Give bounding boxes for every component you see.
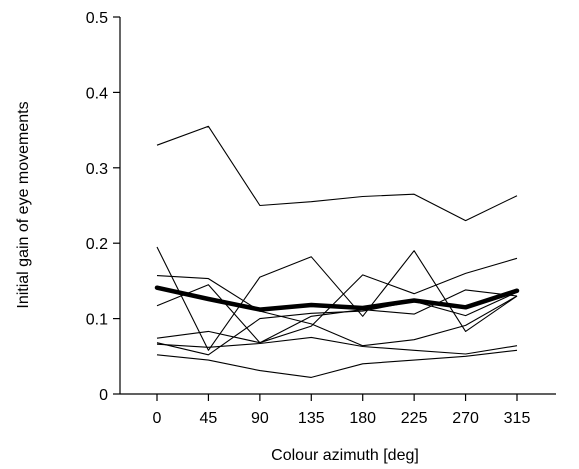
x-tick-label: 180	[349, 410, 376, 427]
y-tick-label: 0.4	[86, 85, 108, 102]
y-tick-label: 0.3	[86, 161, 108, 178]
x-tick-label: 225	[401, 410, 428, 427]
series-layer	[154, 125, 520, 378]
series-line-mean	[154, 285, 520, 312]
x-tick-label: 135	[298, 410, 325, 427]
y-tick-label: 0.2	[86, 236, 108, 253]
y-ticks: 0 0.1 0.2 0.3 0.4 0.5	[86, 10, 120, 404]
x-tick-label: 270	[452, 410, 479, 427]
x-tick-label: 45	[200, 410, 218, 427]
series-line-2	[156, 275, 518, 347]
y-axis-label: Initial gain of eye movements	[15, 101, 32, 308]
x-tick-label: 90	[251, 410, 269, 427]
series-line-7	[156, 336, 518, 355]
axes	[119, 17, 556, 395]
y-tick-label: 0.5	[86, 10, 108, 27]
x-ticks: 0 45 90 135 180 225 270 315	[153, 394, 531, 427]
y-tick-label: 0	[99, 387, 108, 404]
series-line-6	[156, 291, 518, 356]
series-line-4	[156, 257, 518, 344]
series-line-1	[156, 125, 518, 222]
series-line-5	[156, 289, 518, 344]
y-tick-label: 0.1	[86, 312, 108, 329]
series-line-8	[156, 349, 518, 378]
x-tick-label: 0	[153, 410, 162, 427]
x-axis-label: Colour azimuth [deg]	[271, 447, 419, 464]
series-line-3	[156, 246, 518, 351]
x-tick-label: 315	[504, 410, 531, 427]
